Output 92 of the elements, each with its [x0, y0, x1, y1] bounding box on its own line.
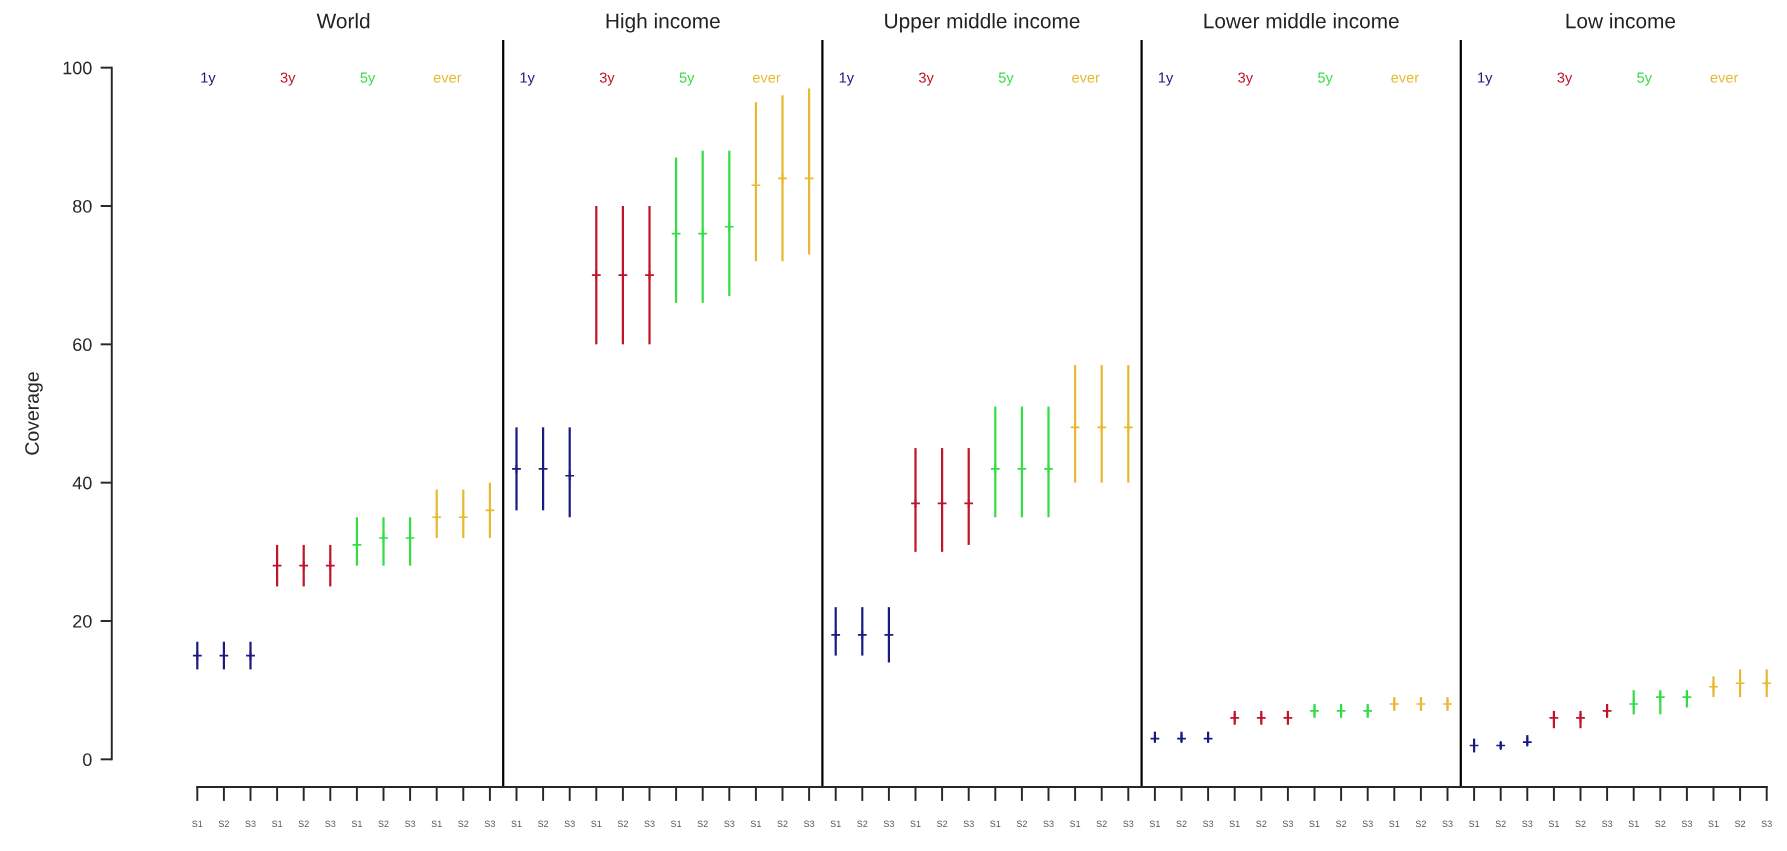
y-tick-label: 20: [73, 614, 92, 628]
text: 5y: [1637, 72, 1653, 86]
x-tick-label: S3: [1282, 820, 1294, 827]
x-tick-label: S1: [830, 820, 841, 827]
x-tick-label: S2: [857, 820, 868, 827]
text: ever: [1072, 74, 1100, 83]
x-tick-label: S2: [218, 820, 229, 827]
x-tick-label: S2: [777, 820, 788, 827]
text: Upper middle income: [885, 13, 1080, 33]
y-axis-title: Coverage: [25, 372, 43, 455]
x-tick-label: S3: [1522, 820, 1533, 827]
text: 3y: [919, 72, 934, 86]
x-tick-label: S3: [1202, 820, 1214, 827]
text: High income: [606, 13, 720, 33]
y-tick-label: 100: [63, 61, 92, 75]
x-tick-label: S3: [803, 820, 815, 827]
x-tick-label: S2: [1575, 820, 1586, 827]
y-tick-label: 80: [73, 199, 92, 213]
x-tick-label: S3: [484, 820, 496, 827]
y-tick-label: 60: [73, 338, 92, 352]
text: 1y: [520, 72, 535, 86]
text: 3y: [599, 72, 615, 86]
x-tick-label: S3: [404, 820, 416, 827]
x-tick-label: S2: [936, 820, 948, 827]
x-tick-label: S2: [1016, 820, 1027, 827]
x-tick-label: S1: [271, 820, 283, 827]
text: World: [316, 13, 370, 29]
x-tick-label: S1: [1069, 820, 1081, 827]
x-tick-label: S3: [963, 820, 974, 827]
x-tick-label: S2: [1655, 820, 1666, 827]
y-tick-label: 0: [83, 753, 92, 767]
x-tick-label: S1: [1149, 820, 1160, 827]
x-tick-label: S3: [1123, 820, 1134, 827]
text: ever: [433, 74, 462, 83]
x-tick-label: S1: [1229, 820, 1240, 827]
x-tick-label: S3: [1601, 820, 1613, 827]
text: 1y: [201, 72, 216, 86]
x-tick-label: S3: [1362, 820, 1373, 827]
x-tick-label: S1: [1389, 820, 1400, 827]
x-tick-label: S1: [1309, 820, 1320, 827]
x-tick-label: S2: [1415, 820, 1426, 827]
x-tick-label: S1: [1548, 820, 1559, 827]
text: 1y: [839, 72, 855, 86]
text: 5y: [1318, 72, 1333, 86]
x-tick-label: S2: [378, 820, 389, 827]
x-tick-label: S2: [1335, 820, 1347, 827]
x-tick-label: S3: [325, 820, 336, 827]
text: 1y: [1478, 72, 1493, 86]
text: 3y: [1238, 72, 1254, 86]
x-tick-label: S3: [883, 820, 895, 827]
text: 5y: [360, 72, 376, 86]
x-tick-label: S1: [591, 820, 602, 827]
x-tick-label: S1: [990, 820, 1001, 827]
y-tick-label: 40: [72, 476, 92, 490]
x-tick-label: S3: [644, 820, 655, 827]
x-tick-label: S1: [750, 820, 761, 827]
text: 1y: [1158, 72, 1174, 86]
text: 5y: [998, 72, 1014, 86]
x-tick-label: S1: [511, 820, 522, 827]
x-tick-label: S3: [245, 820, 256, 827]
x-tick-label: S2: [1495, 820, 1506, 827]
text: ever: [1391, 74, 1419, 83]
x-tick-label: S1: [910, 820, 921, 827]
x-tick-label: S2: [1176, 820, 1187, 827]
x-tick-label: S3: [564, 820, 575, 827]
x-tick-label: S3: [1043, 820, 1054, 827]
x-tick-label: S1: [192, 820, 203, 827]
x-tick-label: S2: [298, 820, 309, 827]
x-tick-label: S3: [1442, 820, 1453, 827]
x-tick-label: S2: [697, 820, 708, 827]
text: 3y: [1557, 72, 1573, 86]
x-tick-label: S1: [431, 820, 442, 827]
text: Low income: [1566, 13, 1676, 29]
text: ever: [752, 74, 781, 83]
x-tick-label: S1: [1708, 820, 1719, 827]
text: 3y: [280, 72, 296, 86]
text: Lower middle income: [1204, 13, 1399, 29]
x-tick-label: S2: [458, 820, 469, 827]
x-tick-label: S2: [1096, 820, 1107, 827]
x-tick-label: S1: [670, 820, 682, 827]
x-tick-label: S2: [1256, 820, 1267, 827]
text: 5y: [679, 72, 695, 86]
x-tick-label: S1: [351, 820, 362, 827]
x-tick-label: S2: [617, 820, 628, 827]
x-tick-label: S2: [1734, 820, 1746, 827]
x-tick-label: S2: [537, 820, 549, 827]
text: ever: [1710, 74, 1739, 83]
x-tick-label: S1: [1468, 820, 1480, 827]
x-tick-label: S3: [1761, 820, 1772, 827]
x-tick-label: S3: [724, 820, 735, 827]
x-tick-label: S3: [1681, 820, 1693, 827]
x-tick-label: S1: [1628, 820, 1639, 827]
